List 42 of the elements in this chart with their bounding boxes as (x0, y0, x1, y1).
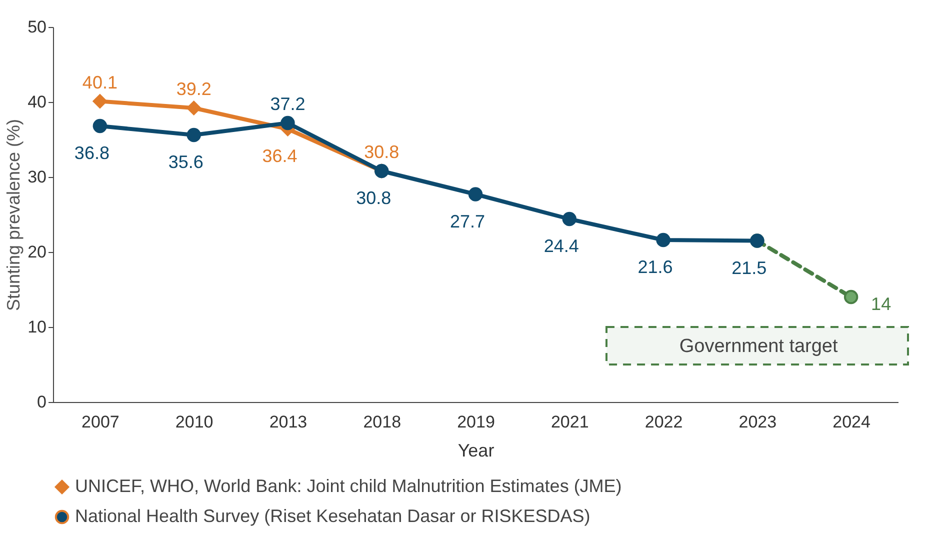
y-tick-label: 30 (28, 168, 46, 186)
data-label: 37.2 (270, 94, 306, 114)
data-label: 27.7 (450, 211, 486, 232)
point (92, 118, 108, 134)
data-label: 36.8 (74, 143, 110, 163)
point (92, 94, 108, 108)
x-tick-label: 2010 (175, 412, 214, 432)
data-label: 40.1 (82, 72, 118, 92)
x-axis-title: Year (458, 440, 494, 460)
x-tick-label: 2018 (363, 412, 402, 432)
data-label: 14 (871, 294, 892, 314)
y-tick-label: 10 (28, 318, 46, 336)
point (186, 128, 201, 142)
data-label: 21.6 (638, 257, 673, 277)
point (656, 232, 670, 248)
y-tick-label: 20 (28, 242, 46, 262)
y-tick-label: 40 (28, 92, 46, 112)
point (844, 290, 858, 304)
y-tick-label: 50 (28, 18, 46, 36)
y-tick-label: 0 (37, 392, 46, 412)
point (186, 100, 201, 116)
data-label: 30.8 (364, 142, 400, 162)
data-label: 39.2 (176, 79, 212, 99)
point (280, 116, 295, 130)
data-label: 36.4 (262, 146, 298, 166)
x-tick-label: 2022 (644, 412, 683, 432)
data-label: 35.6 (168, 152, 204, 172)
legend-label: National Health Survey (Riset Kesehatan Dasar or RISKESDAS) (75, 506, 590, 526)
data-label: 21.5 (732, 258, 767, 278)
point (562, 212, 577, 226)
point (468, 187, 483, 202)
band-label: Government target (679, 336, 838, 357)
data-label: 30.8 (356, 188, 392, 208)
y-axis-title: Stunting prevalence (%) (4, 118, 24, 312)
x-tick-label: 2019 (457, 412, 495, 432)
x-tick-label: 2007 (82, 412, 120, 432)
x-tick-label: 2013 (269, 412, 308, 432)
data-label: 24.4 (544, 236, 579, 256)
x-tick-label: 2023 (738, 412, 777, 432)
x-tick-label: 2021 (550, 412, 589, 432)
legend-label: UNICEF, WHO, World Bank: Joint child Malnutrition Estimates (JME) (75, 476, 622, 496)
x-tick-label: 2024 (832, 412, 870, 432)
